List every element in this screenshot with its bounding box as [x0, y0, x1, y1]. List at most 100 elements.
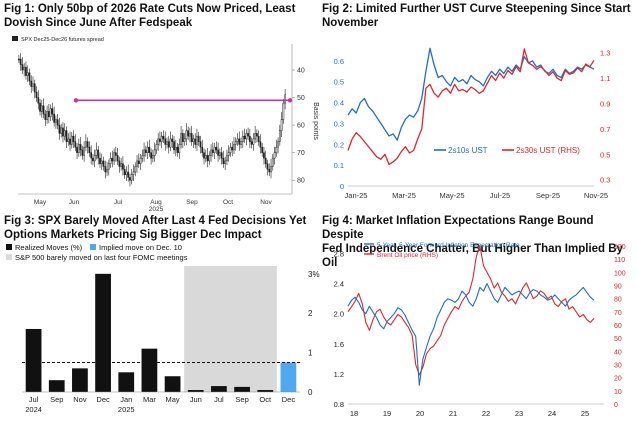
fig2-x-tick-label: Mar-25 — [392, 191, 416, 200]
fig1-x-tick-label: Aug — [150, 199, 162, 206]
fig1-candle — [81, 149, 84, 156]
fig1-candle — [33, 83, 36, 93]
fig4-y2-tick-label: 50 — [614, 336, 622, 343]
fig1-candle — [217, 149, 219, 156]
fig1-candle — [275, 146, 278, 153]
fig1-candle — [69, 138, 71, 145]
fig4-y2-tick-label: 100 — [614, 270, 626, 277]
fig1-candle — [77, 144, 80, 153]
fig4-x-tick-label: 25 — [581, 409, 589, 418]
fig1-candle — [192, 138, 195, 142]
fig1-candle — [25, 67, 27, 76]
fig1-candle — [247, 133, 249, 137]
fig2-legend-label: 2s10s UST — [448, 146, 488, 155]
fig1-candle — [150, 152, 152, 159]
fig2-y2-tick-label: 1.1 — [600, 74, 610, 83]
fig1-candle — [189, 133, 191, 137]
fig1-candle — [92, 157, 94, 162]
fig3-legend-label: S&P 500 barely moved on last four FOMC m… — [15, 253, 188, 262]
fig1-candle — [122, 163, 124, 170]
fig4-y2-tick-label: 30 — [614, 363, 622, 370]
fig3-bar — [211, 386, 227, 392]
fig2-x-tick-label: Sep-25 — [536, 191, 560, 200]
fig4-y2-tick-label: 0 — [614, 402, 618, 409]
fig3-y-tick-label: 2 — [308, 309, 313, 318]
fig1-candle — [106, 168, 108, 173]
fig1-candle — [197, 135, 200, 142]
fig4-x-tick-label: 23 — [515, 409, 523, 418]
fig3-bar — [234, 386, 250, 392]
fig3-chart: Realized Moves (%) Implied move on Dec. 1… — [6, 243, 320, 414]
fig1-candle — [74, 141, 77, 148]
fig1-candle — [42, 105, 45, 115]
fig3-bar — [25, 328, 42, 392]
fig1-candle — [210, 149, 212, 156]
fig1-y-tick-label: 40 — [297, 68, 305, 75]
fig3-legend-swatch — [6, 254, 12, 260]
fig1-candle — [104, 166, 107, 173]
fig1-candle — [114, 152, 117, 156]
fig1-candle — [277, 141, 279, 148]
fig4-x-tick-label: 22 — [482, 409, 490, 418]
fig1-candle — [181, 133, 184, 142]
fig2-y-tick-label: 0.6 — [334, 57, 344, 66]
fig1-candle — [95, 149, 98, 156]
fig1-candle — [51, 108, 54, 115]
fig1-candle — [120, 163, 123, 167]
fig1-reference-marker-end — [287, 98, 293, 103]
fig1-candle — [160, 135, 163, 142]
fig2-chart: 0 0.1 0.2 0.3 0.4 0.5 0.6 0.3 0.5 0.7 0.9 1.1 1.3 Jan… — [334, 47, 610, 200]
fig1-candle — [264, 157, 267, 164]
fig1-candle — [201, 146, 204, 153]
fig3-bar-implied — [280, 362, 297, 392]
fig1-candle — [224, 160, 227, 164]
fig1-candle — [215, 146, 218, 151]
fig4-y2-tick-label: 10 — [614, 389, 622, 396]
fig2-panel: Fig 2: Limited Further UST Curve Steepen… — [322, 2, 634, 212]
fig4-y2-tick-label: 20 — [614, 376, 622, 383]
fig1-legend-label: SPX Dec25-Dec26 futures spread — [21, 37, 104, 43]
fig1-candle — [18, 58, 20, 61]
fig1-y-tick-label: 70 — [297, 150, 305, 157]
fig1-candle — [245, 133, 248, 140]
fig1-candle — [243, 135, 246, 140]
fig4-legend-label: 5-Year, 5-Year Forward Inflation Expecta… — [377, 242, 520, 249]
fig1-candle — [196, 135, 198, 145]
fig3-x-tick-label: Sep — [235, 395, 248, 404]
fig1-candle — [70, 135, 73, 145]
fig1-candle — [219, 152, 221, 156]
fig3-bar — [48, 380, 65, 392]
fig1-candle — [157, 138, 160, 145]
fig1-reference-marker-start — [73, 98, 79, 103]
fig1-candle — [23, 67, 26, 71]
fig1-candle — [187, 130, 190, 137]
fig1-candle — [190, 133, 193, 142]
fig1-candle — [236, 138, 239, 142]
fig1-candle — [28, 72, 31, 82]
fig3-legend-swatch — [90, 244, 96, 250]
fig4-series-brent-line — [347, 245, 595, 376]
fig1-candle — [72, 135, 75, 142]
fig3-x-tick-label: Jul — [29, 395, 39, 404]
fig2-x-tick-label: Jan-25 — [345, 191, 368, 200]
fig3-shaded-region — [184, 266, 277, 392]
fig3-x-tick-label: May — [165, 395, 179, 404]
fig3-y-tick-label: 0 — [308, 388, 313, 397]
fig1-candle — [250, 141, 253, 145]
fig4-y2-tick-label: 80 — [614, 297, 622, 304]
fig4-y2-tick-label: 110 — [614, 257, 625, 264]
fig1-x-tick-label: Jul — [114, 199, 123, 206]
fig1-candle — [167, 141, 170, 148]
fig1-legend-swatch — [12, 36, 18, 41]
fig1-candle — [44, 113, 47, 120]
fig2-series-2s30s-line — [347, 48, 595, 166]
fig3-y-tick-label: 1 — [308, 349, 313, 358]
fig1-candle — [58, 124, 61, 134]
fig1-candle — [256, 133, 258, 137]
fig1-candle — [206, 155, 209, 162]
fig1-candle — [67, 138, 70, 142]
fig4-x-tick-label: 18 — [350, 409, 358, 418]
fig1-candle — [227, 152, 230, 156]
fig3-x-tick-label: Sep — [50, 395, 63, 404]
fig1-candle — [47, 111, 50, 118]
